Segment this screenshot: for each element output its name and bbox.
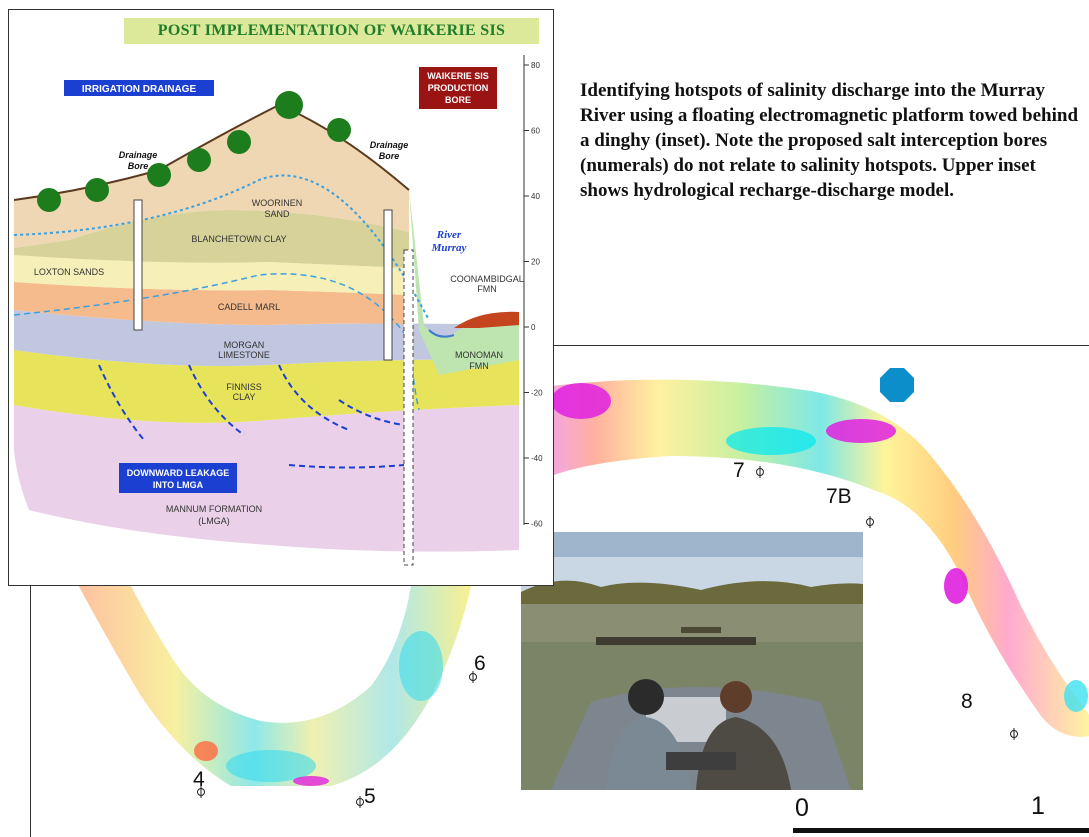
layer-blanchetown [14,210,409,268]
svg-text:Drainage: Drainage [370,140,409,150]
cross-section-diagram: POST IMPLEMENTATION OF WAIKERIE SIS [8,9,554,586]
downward-leakage-box [119,463,237,493]
axis-tick-label: -60 [531,520,543,529]
production-bore-box [419,67,497,109]
layer-woorinen [14,105,409,248]
svg-text:FINNISS: FINNISS [226,382,262,392]
svg-text:CADELL MARL: CADELL MARL [218,302,280,312]
svg-text:SAND: SAND [264,209,290,219]
river-lower-band [76,581,471,786]
scale-bar [793,828,1089,833]
bore-label-6: 6 [474,652,486,675]
drainage-bore-left [133,199,143,331]
river-upper-band [551,379,1089,737]
irrigation-drainage-label: IRRIGATION DRAINAGE [82,84,197,95]
svg-text:Murray: Murray [431,242,467,254]
boat-photo-inset [521,532,863,790]
production-bore [403,249,414,566]
cross-section-title: POST IMPLEMENTATION OF WAIKERIE SIS [124,18,539,44]
svg-text:WOORINEN: WOORINEN [252,198,303,208]
svg-text:(LMGA): (LMGA) [198,516,230,526]
svg-text:FMN: FMN [469,361,489,371]
bore-label-4: 4 [193,768,205,791]
irrigation-drainage-box [64,80,214,96]
axis-tick-label: 40 [531,192,540,201]
axis-tick-label: 60 [531,127,540,136]
axis-tick-label: -20 [531,389,543,398]
svg-text:Bore: Bore [128,161,149,171]
bore-label-7: 7 [733,459,745,482]
salinity-map [76,349,1089,833]
octagon-marker-right [880,368,914,402]
svg-text:BORE: BORE [445,95,471,105]
svg-text:COONAMBIDGAL: COONAMBIDGAL [450,274,524,284]
axis-tick-label: -40 [531,454,543,463]
river-channel [409,190,519,375]
svg-text:MANNUM FORMATION: MANNUM FORMATION [166,504,262,514]
tree-icons [37,91,351,212]
svg-text:FMN: FMN [477,284,497,294]
axis-tick-label: 20 [531,258,540,267]
svg-text:INTO LMGA: INTO LMGA [153,480,204,490]
scale-end-label: 1 [1031,792,1045,820]
drainage-bore-right [383,209,393,361]
svg-text:LIMESTONE: LIMESTONE [218,350,270,360]
svg-text:CLAY: CLAY [233,392,256,402]
bore-label-5: 5 [364,785,376,808]
svg-text:WAIKERIE SIS: WAIKERIE SIS [427,71,489,81]
svg-text:DOWNWARD LEAKAGE: DOWNWARD LEAKAGE [127,468,230,478]
svg-text:Bore: Bore [379,151,400,161]
layer-finniss [14,350,519,423]
axis-tick-label: 80 [531,61,540,70]
svg-text:MORGAN: MORGAN [224,340,265,350]
svg-text:PRODUCTION: PRODUCTION [428,83,489,93]
layer-loxton [14,255,409,295]
bore-marker-icon [197,466,1018,808]
axis-tick-label: 0 [531,323,536,332]
bore-label-8: 8 [961,690,973,713]
svg-text:LOXTON SANDS: LOXTON SANDS [34,267,104,277]
svg-text:MONOMAN: MONOMAN [455,350,503,360]
elevation-axis-ticks: 80 60 40 20 0 -20 -40 -60 [524,61,543,529]
layer-mannum [14,405,519,552]
bore-label-7b: 7B [826,485,852,508]
salinity-map-panel: 4 5 6 7 7B 8 0 1 [30,345,1089,837]
svg-text:BLANCHETOWN CLAY: BLANCHETOWN CLAY [191,234,286,244]
svg-text:Drainage: Drainage [119,150,158,160]
cross-section-svg: IRRIGATION DRAINAGE WAIKERIE SIS PRODUCT… [13,55,543,566]
coonambidgal-layer [454,311,519,328]
svg-text:River: River [436,229,462,241]
figure-caption: Identifying hotspots of salinity dischar… [580,80,1079,201]
layer-cadell [14,282,409,325]
scale-start-label: 0 [795,794,809,822]
